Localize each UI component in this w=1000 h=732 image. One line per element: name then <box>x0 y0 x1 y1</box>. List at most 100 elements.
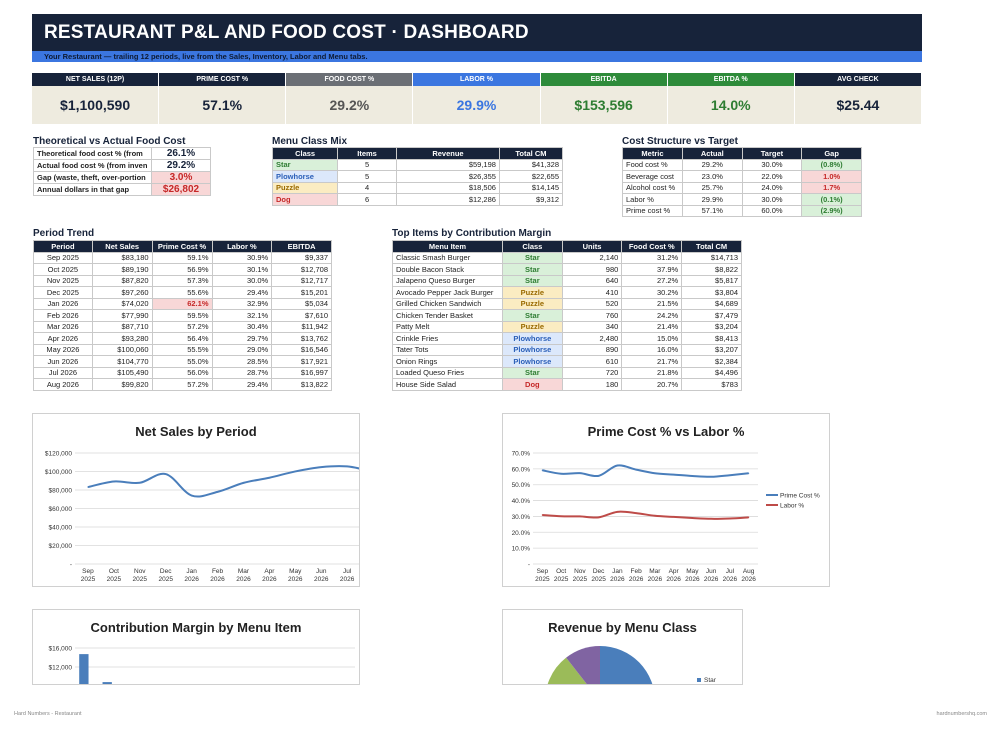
y-tick-label: $16,000 <box>49 646 73 653</box>
y-tick-label: $20,000 <box>49 543 73 550</box>
period-trend-cell: 29.0% <box>211 343 273 356</box>
theoretical-value: 29.2% <box>151 159 211 172</box>
kpi-avg-check: AVG CHECK $25.44 <box>794 73 922 124</box>
table-row: May 2026 $100,060 55.5% 29.0% $16,546 <box>33 343 332 356</box>
gap-cell: (2.9%) <box>801 204 862 217</box>
period-trend-cell: $93,280 <box>91 332 153 345</box>
dashboard-title: RESTAURANT P&L AND FOOD COST · DASHBOARD <box>32 14 922 51</box>
data-point <box>139 482 141 484</box>
x-tick-year: 2026 <box>236 576 251 583</box>
data-point <box>710 476 712 478</box>
x-tick-label: Dec <box>593 568 605 575</box>
top-item-cell: Patty Melt <box>392 320 503 333</box>
period-trend-cell: 29.4% <box>211 286 273 299</box>
top-item-cell: Double Bacon Stack <box>392 263 503 276</box>
period-trend-cell: Mar 2026 <box>33 320 93 333</box>
period-trend-cell: 55.0% <box>151 355 213 368</box>
table-row: Alcohol cost % 25.7% 24.0% 1.7% <box>622 181 862 194</box>
x-tick-label: Nov <box>134 568 146 575</box>
period-trend-cell: 29.4% <box>211 378 273 391</box>
column-header: Prime Cost % <box>151 240 213 253</box>
table-row: Nov 2025 $87,820 57.3% 30.0% $12,717 <box>33 274 332 287</box>
items-cell: 6 <box>337 193 397 206</box>
x-tick-year: 2026 <box>629 576 644 583</box>
period-trend-title: Period Trend <box>33 228 95 239</box>
actual-cell: 57.1% <box>681 204 743 217</box>
top-item-cell: 21.7% <box>621 355 683 368</box>
table-row: Loaded Queso Fries Star 720 21.8% $4,496 <box>392 366 742 379</box>
x-tick-year: 2025 <box>158 576 173 583</box>
prime-vs-labor-chart: Prime Cost % vs Labor % 70.0% 60.0% 50.0% 4… <box>502 413 830 587</box>
y-tick-label: 60.0% <box>512 466 531 473</box>
menu-class-title: Menu Class Mix <box>272 136 348 147</box>
revenue-cell: $59,198 <box>395 158 500 171</box>
menu-class-badge: Star <box>501 366 563 379</box>
period-trend-table: Period Net Sales Prime Cost % Labor % EBITDA… <box>33 240 332 391</box>
data-point <box>579 472 581 474</box>
x-tick-year: 2026 <box>314 576 329 583</box>
target-cell: 30.0% <box>741 158 803 171</box>
cost-structure-table: Metric Actual Target Gap Food cost % 29.2% 30.… <box>622 147 862 217</box>
x-tick-label: Apr <box>264 568 275 575</box>
x-tick-year: 2026 <box>723 576 738 583</box>
kpi-value: $153,596 <box>540 86 667 124</box>
kpi-value: 57.1% <box>159 86 286 124</box>
column-header: Menu Item <box>392 240 503 253</box>
x-tick-year: 2026 <box>741 576 756 583</box>
column-header: Labor % <box>211 240 273 253</box>
top-item-cell: 720 <box>561 366 623 379</box>
period-trend-cell: 32.1% <box>211 309 273 322</box>
period-trend-cell: $12,717 <box>271 274 332 287</box>
kpi-labor: LABOR % 29.9% <box>413 73 541 124</box>
total-cm-cell: $9,312 <box>498 193 564 206</box>
table-row: Puzzle 4 $18,506 $14,145 <box>271 181 564 194</box>
y-tick-label: 50.0% <box>512 482 531 489</box>
data-point <box>346 465 348 468</box>
top-item-cell: Jalapeno Queso Burger <box>392 274 503 287</box>
menu-class-table: Class Items Revenue Total CM Star 5 $59,198 $41… <box>271 147 564 206</box>
table-row: Aug 2026 $99,820 57.2% 29.4% $13,822 <box>33 378 332 391</box>
kpi-label: NET SALES (12P) <box>32 73 159 86</box>
table-row: Labor % 29.9% 30.0% (0.1%) <box>622 193 862 206</box>
top-item-cell: Grilled Chicken Sandwich <box>392 297 503 310</box>
top-item-cell: 31.2% <box>621 251 683 264</box>
column-header: Items <box>337 147 397 160</box>
table-row: Oct 2025 $89,190 56.9% 30.1% $12,708 <box>33 263 332 276</box>
period-trend-cell: $87,820 <box>91 274 153 287</box>
period-trend-cell: Feb 2026 <box>33 309 93 322</box>
x-tick-label: Nov <box>574 568 586 575</box>
period-trend-cell: 30.4% <box>211 320 273 333</box>
x-tick-year: 2025 <box>573 576 588 583</box>
top-items-title: Top Items by Contribution Margin <box>392 228 552 239</box>
top-item-cell: 20.7% <box>621 378 683 391</box>
column-header: Net Sales <box>91 240 153 253</box>
x-tick-year: 2025 <box>107 576 122 583</box>
x-tick-label: Apr <box>669 568 680 575</box>
revenue-by-class-chart-title: Revenue by Menu Class <box>548 620 697 635</box>
cm-by-item-chart: Contribution Margin by Menu Item $16,000… <box>32 609 360 685</box>
table-row: Plowhorse 5 $26,355 $22,655 <box>271 170 564 183</box>
table-row: Dec 2025 $97,260 55.6% 29.4% $15,201 <box>33 286 332 299</box>
theoretical-title: Theoretical vs Actual Food Cost <box>33 136 186 147</box>
top-item-cell: $3,204 <box>681 320 742 333</box>
x-tick-label: Jan <box>186 568 197 575</box>
period-trend-cell: 28.7% <box>211 366 273 379</box>
top-item-cell: $14,713 <box>681 251 742 264</box>
period-trend-cell: $11,942 <box>271 320 332 333</box>
menu-class-cell: Plowhorse <box>271 170 339 183</box>
kpi-label: AVG CHECK <box>794 73 921 86</box>
top-item-cell: Chicken Tender Basket <box>392 309 503 322</box>
top-item-cell: 610 <box>561 355 623 368</box>
theoretical-value: $26,802 <box>151 183 211 196</box>
theoretical-label: Gap (waste, theft, over-portion <box>33 171 152 184</box>
top-item-cell: Classic Smash Burger <box>392 251 503 264</box>
column-header: Class <box>271 147 339 160</box>
legend-swatch <box>697 678 701 682</box>
actual-cell: 29.2% <box>681 158 743 171</box>
menu-class-badge: Dog <box>501 378 563 391</box>
column-header: Total CM <box>681 240 742 253</box>
top-item-cell: $5,817 <box>681 274 742 287</box>
menu-class-badge: Plowhorse <box>501 332 563 345</box>
data-point <box>673 516 675 518</box>
period-trend-cell: Jan 2026 <box>33 297 93 310</box>
